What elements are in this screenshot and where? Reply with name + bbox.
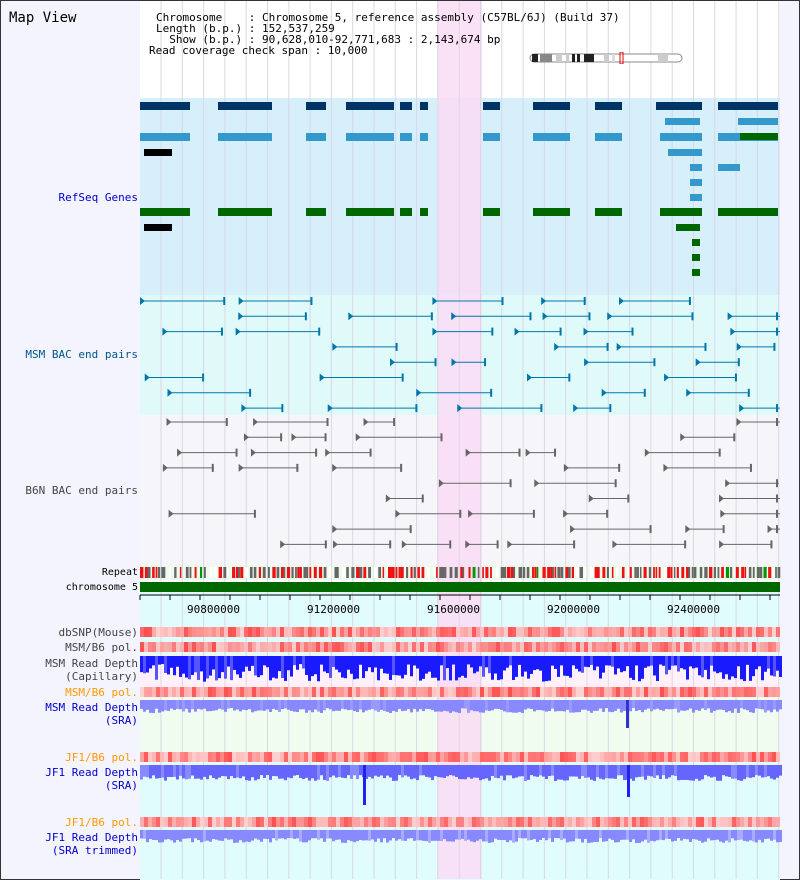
dbsnp-label[interactable]: dbSNP(Mouse): [58, 626, 138, 639]
msm-depth-sra-label[interactable]: MSM Read Depth (SRA): [45, 701, 138, 727]
jf1-depth-sra-label[interactable]: JF1 Read Depth (SRA): [45, 766, 138, 792]
show-range-info: Show (b.p.) : 90,628,010-92,771,683 : 2,…: [156, 33, 501, 46]
axis-tick-label: 92400000: [667, 603, 720, 616]
length-info: Length (b.p.) : 152,537,259: [156, 22, 335, 35]
track-label-column: [1, 1, 140, 879]
page-title: Map View: [9, 10, 77, 26]
coverage-span-info: Read coverage check span : 10,000: [149, 44, 368, 57]
axis-tick-label: 91600000: [427, 603, 480, 616]
msm-b6-pol-sra-label[interactable]: MSM/B6 pol.: [65, 686, 138, 699]
msm-b6-pol-label[interactable]: MSM/B6 pol.: [65, 641, 138, 654]
repeat-label: Repeat: [101, 567, 138, 578]
axis-tick-label: 91200000: [307, 603, 360, 616]
msm-bac-label[interactable]: MSM BAC end pairs: [25, 348, 138, 361]
selected-region-highlight[interactable]: [437, 1, 482, 879]
axis-tick-label: 92000000: [547, 603, 600, 616]
msm-depth-capillary-label[interactable]: MSM Read Depth (Capillary): [45, 657, 138, 683]
jf1-b6-pol-label[interactable]: JF1/B6 pol.: [65, 751, 138, 764]
chromosome-ideogram[interactable]: [528, 52, 688, 64]
b6n-bac-label[interactable]: B6N BAC end pairs: [25, 484, 138, 497]
jf1-depth-trimmed-label[interactable]: JF1 Read Depth (SRA trimmed): [45, 831, 138, 857]
axis-tick-label: 90800000: [187, 603, 240, 616]
refseq-genes-label[interactable]: RefSeq Genes: [58, 191, 138, 204]
current-position-marker: [619, 52, 624, 64]
chromosome-label: chromosome 5: [65, 582, 138, 593]
right-margin: [780, 1, 799, 879]
jf1-b6-pol2-label[interactable]: JF1/B6 pol.: [65, 816, 138, 829]
chromosome-info: Chromosome : Chromosome 5, reference ass…: [156, 11, 620, 24]
